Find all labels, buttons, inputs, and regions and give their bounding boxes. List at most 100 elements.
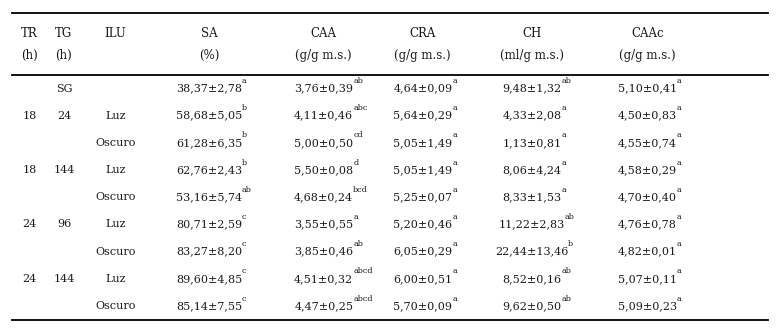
Text: a: a — [677, 104, 682, 112]
Text: a: a — [562, 159, 566, 166]
Text: a: a — [452, 77, 457, 85]
Text: 9,62±0,50: 9,62±0,50 — [502, 301, 562, 311]
Text: (h): (h) — [55, 49, 73, 62]
Text: 4,58±0,29: 4,58±0,29 — [618, 165, 677, 175]
Text: 62,76±2,43: 62,76±2,43 — [176, 165, 242, 175]
Text: 18: 18 — [23, 111, 37, 121]
Text: a: a — [677, 294, 682, 302]
Text: 80,71±2,59: 80,71±2,59 — [176, 219, 242, 229]
Text: 6,00±0,51: 6,00±0,51 — [393, 274, 452, 284]
Text: Luz: Luz — [105, 219, 126, 229]
Text: 4,55±0,74: 4,55±0,74 — [618, 138, 677, 148]
Text: 5,20±0,46: 5,20±0,46 — [393, 219, 452, 229]
Text: ILU: ILU — [105, 27, 126, 40]
Text: 5,70±0,09: 5,70±0,09 — [393, 301, 452, 311]
Text: 8,33±1,53: 8,33±1,53 — [502, 192, 562, 202]
Text: a: a — [452, 186, 457, 194]
Text: 3,55±0,55: 3,55±0,55 — [294, 219, 353, 229]
Text: a: a — [677, 213, 682, 221]
Text: 5,64±0,29: 5,64±0,29 — [393, 111, 452, 121]
Text: CRA: CRA — [410, 27, 436, 40]
Text: 4,11±0,46: 4,11±0,46 — [294, 111, 353, 121]
Text: 24: 24 — [57, 111, 71, 121]
Text: ab: ab — [562, 267, 571, 275]
Text: a: a — [452, 267, 457, 275]
Text: 5,05±1,49: 5,05±1,49 — [393, 138, 452, 148]
Text: 11,22±2,83: 11,22±2,83 — [499, 219, 565, 229]
Text: a: a — [677, 240, 682, 248]
Text: Oscuro: Oscuro — [95, 301, 136, 311]
Text: a: a — [562, 186, 566, 194]
Text: a: a — [452, 104, 457, 112]
Text: a: a — [677, 131, 682, 139]
Text: (g/g m.s.): (g/g m.s.) — [619, 49, 675, 62]
Text: abcd: abcd — [353, 267, 373, 275]
Text: CAAc: CAAc — [631, 27, 664, 40]
Text: 58,68±5,05: 58,68±5,05 — [176, 111, 242, 121]
Text: 85,14±7,55: 85,14±7,55 — [176, 301, 242, 311]
Text: 96: 96 — [57, 219, 71, 229]
Text: 5,09±0,23: 5,09±0,23 — [618, 301, 677, 311]
Text: bcd: bcd — [353, 186, 368, 194]
Text: Oscuro: Oscuro — [95, 138, 136, 148]
Text: b: b — [242, 131, 247, 139]
Text: 5,07±0,11: 5,07±0,11 — [618, 274, 677, 284]
Text: b: b — [242, 159, 247, 166]
Text: 83,27±8,20: 83,27±8,20 — [176, 247, 242, 257]
Text: c: c — [242, 240, 246, 248]
Text: a: a — [353, 213, 358, 221]
Text: a: a — [677, 77, 682, 85]
Text: 24: 24 — [23, 219, 37, 229]
Text: 18: 18 — [23, 165, 37, 175]
Text: c: c — [242, 213, 246, 221]
Text: abc: abc — [353, 104, 367, 112]
Text: a: a — [677, 186, 682, 194]
Text: 38,37±2,78: 38,37±2,78 — [176, 84, 242, 94]
Text: a: a — [452, 294, 457, 302]
Text: 3,76±0,39: 3,76±0,39 — [294, 84, 353, 94]
Text: (h): (h) — [21, 49, 38, 62]
Text: 4,33±2,08: 4,33±2,08 — [502, 111, 562, 121]
Text: 9,48±1,32: 9,48±1,32 — [502, 84, 562, 94]
Text: a: a — [562, 131, 566, 139]
Text: 144: 144 — [53, 165, 75, 175]
Text: c: c — [242, 267, 246, 275]
Text: SA: SA — [200, 27, 218, 40]
Text: 5,05±1,49: 5,05±1,49 — [393, 165, 452, 175]
Text: a: a — [677, 267, 682, 275]
Text: ab: ab — [565, 213, 575, 221]
Text: ab: ab — [353, 77, 363, 85]
Text: 5,00±0,50: 5,00±0,50 — [294, 138, 353, 148]
Text: a: a — [242, 77, 246, 85]
Text: b: b — [242, 104, 247, 112]
Text: ab: ab — [353, 240, 363, 248]
Text: 4,64±0,09: 4,64±0,09 — [393, 84, 452, 94]
Text: b: b — [568, 240, 573, 248]
Text: 6,05±0,29: 6,05±0,29 — [393, 247, 452, 257]
Text: 3,85±0,46: 3,85±0,46 — [294, 247, 353, 257]
Text: a: a — [452, 240, 457, 248]
Text: 4,76±0,78: 4,76±0,78 — [618, 219, 677, 229]
Text: CAA: CAA — [310, 27, 337, 40]
Text: 4,47±0,25: 4,47±0,25 — [294, 301, 353, 311]
Text: 5,10±0,41: 5,10±0,41 — [618, 84, 677, 94]
Text: a: a — [452, 131, 457, 139]
Text: 144: 144 — [53, 274, 75, 284]
Text: c: c — [242, 294, 246, 302]
Text: 4,82±0,01: 4,82±0,01 — [618, 247, 677, 257]
Text: 5,25±0,07: 5,25±0,07 — [393, 192, 452, 202]
Text: 4,68±0,24: 4,68±0,24 — [294, 192, 353, 202]
Text: a: a — [677, 159, 682, 166]
Text: 4,50±0,83: 4,50±0,83 — [618, 111, 677, 121]
Text: a: a — [452, 213, 457, 221]
Text: TG: TG — [55, 27, 73, 40]
Text: Luz: Luz — [105, 111, 126, 121]
Text: Luz: Luz — [105, 165, 126, 175]
Text: a: a — [452, 159, 457, 166]
Text: 4,70±0,40: 4,70±0,40 — [618, 192, 677, 202]
Text: ab: ab — [562, 294, 571, 302]
Text: TR: TR — [21, 27, 38, 40]
Text: SG: SG — [55, 84, 73, 94]
Text: 22,44±13,46: 22,44±13,46 — [495, 247, 569, 257]
Text: 89,60±4,85: 89,60±4,85 — [176, 274, 242, 284]
